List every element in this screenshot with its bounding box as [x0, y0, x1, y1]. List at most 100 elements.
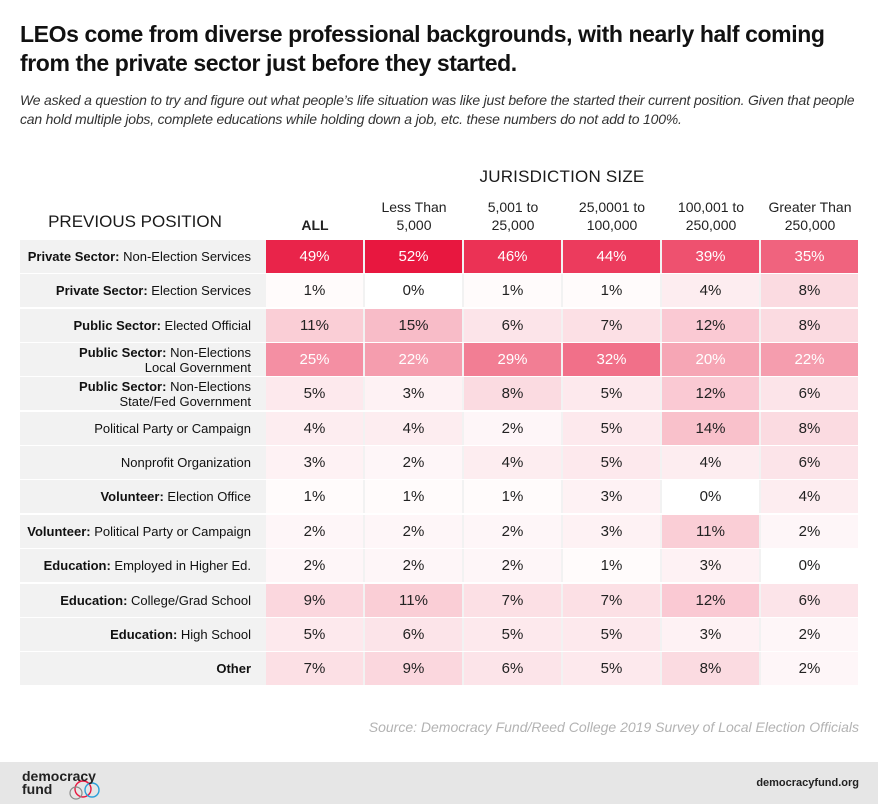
heatmap-cell: 6% — [761, 583, 858, 617]
logo-line-2: fund — [22, 781, 53, 797]
heatmap-cell: 2% — [761, 652, 858, 686]
heatmap-cell: 6% — [761, 446, 858, 480]
row-label: Education: Employed in Higher Ed. — [20, 549, 251, 582]
row-header: PREVIOUS POSITION — [48, 212, 222, 231]
heatmap-cell: 6% — [464, 308, 561, 342]
heatmap-cell: 1% — [464, 274, 561, 308]
row-subcategory: High School — [177, 626, 251, 642]
row-label: Political Party or Campaign — [20, 412, 251, 445]
heatmap-cell: 32% — [563, 343, 660, 377]
heatmap-cell: 4% — [761, 480, 858, 514]
heatmap-cell: 11% — [365, 583, 462, 617]
row-subcategory: Political Party or Campaign — [94, 420, 251, 436]
heatmap-cell: 4% — [266, 411, 363, 445]
row-subcategory: Elected Official — [160, 317, 251, 333]
heatmap-cell: 5% — [563, 377, 660, 411]
heatmap-cell: 9% — [266, 583, 363, 617]
row-category: Education: — [43, 558, 111, 574]
row-label: Education: College/Grad School — [20, 584, 251, 617]
heatmap-cell: 3% — [266, 446, 363, 480]
row-subcategory: Non-Elections Local Government — [144, 344, 251, 375]
heatmap-cell: 2% — [464, 514, 561, 548]
source-note: Source: Democracy Fund/Reed College 2019… — [368, 719, 859, 735]
heatmap-cell: 44% — [563, 240, 660, 273]
footer-site-link[interactable]: democracyfund.org — [756, 777, 859, 789]
heatmap-cell: 49% — [266, 240, 363, 273]
heatmap-cell: 4% — [365, 411, 462, 445]
row-category: Public Sector: — [79, 378, 167, 394]
row-label: Other — [20, 652, 251, 685]
heatmap-cell: 1% — [365, 480, 462, 514]
heatmap-cell: 5% — [563, 617, 660, 651]
row-subcategory: Employed in Higher Ed. — [110, 558, 251, 574]
column-header: Less Than 5,000 — [381, 199, 447, 233]
heatmap-cell: 15% — [365, 308, 462, 342]
heatmap-cell: 8% — [761, 411, 858, 445]
heatmap-cell: 22% — [761, 343, 858, 377]
heatmap-cell: 35% — [761, 240, 858, 273]
row-category: Public Sector: — [79, 344, 167, 360]
heatmap-cell: 29% — [464, 343, 561, 377]
row-subcategory: Other — [216, 661, 251, 677]
heatmap-cell: 1% — [563, 549, 660, 583]
heatmap-cell: 3% — [662, 617, 759, 651]
heatmap-cell: 1% — [266, 274, 363, 308]
heatmap-cell: 11% — [662, 514, 759, 548]
heatmap-cell: 0% — [761, 549, 858, 583]
heatmap-cell: 2% — [266, 549, 363, 583]
democracy-fund-logo — [22, 768, 132, 800]
row-subcategory: Nonprofit Organization — [120, 455, 251, 471]
heatmap-cell: 12% — [662, 377, 759, 411]
heatmap-cell: 12% — [662, 583, 759, 617]
row-category: Public Sector: — [73, 317, 161, 333]
heatmap-cell: 3% — [563, 480, 660, 514]
heatmap-cell: 8% — [662, 652, 759, 686]
heatmap-cell: 8% — [464, 377, 561, 411]
heatmap-cell: 5% — [563, 652, 660, 686]
column-header: 100,001 to 250,000 — [677, 199, 745, 233]
row-subcategory: Non-Election Services — [119, 249, 251, 264]
heatmap-cell: 39% — [662, 240, 759, 273]
heatmap-cell: 6% — [761, 377, 858, 411]
heatmap-cell: 5% — [563, 446, 660, 480]
heatmap-cell: 8% — [761, 308, 858, 342]
heatmap-cell: 2% — [365, 514, 462, 548]
heatmap-cell: 8% — [761, 274, 858, 308]
row-label: Volunteer: Election Office — [20, 480, 251, 513]
heatmap-cell: 0% — [365, 274, 462, 308]
row-category: Volunteer: — [27, 523, 91, 539]
heatmap-cell: 20% — [662, 343, 759, 377]
row-subcategory: Election Office — [163, 489, 251, 505]
row-label: Private Sector: Non-Election Services — [20, 240, 251, 273]
heatmap-cell: 6% — [464, 652, 561, 686]
heatmap-cell: 0% — [662, 480, 759, 514]
row-category: Private Sector: — [55, 283, 148, 299]
row-label: Private Sector: Election Services — [20, 274, 251, 307]
heatmap-cell: 22% — [365, 343, 462, 377]
heatmap-cell: 5% — [464, 617, 561, 651]
logo-wordmark: democracy fund — [22, 769, 96, 797]
heatmap-cell: 4% — [464, 446, 561, 480]
heatmap-cell: 7% — [563, 308, 660, 342]
heatmap-cell: 14% — [662, 411, 759, 445]
heatmap-cell: 1% — [464, 480, 561, 514]
heatmap-cell: 7% — [464, 583, 561, 617]
column-header: 25,0001 to 100,000 — [578, 199, 646, 233]
row-label: Nonprofit Organization — [20, 446, 251, 479]
heatmap-cell: 2% — [266, 514, 363, 548]
heatmap-cell: 52% — [365, 240, 462, 273]
heatmap-cell: 7% — [563, 583, 660, 617]
heatmap-cell: 5% — [266, 377, 363, 411]
heatmap-cell: 3% — [563, 514, 660, 548]
row-label: Public Sector: Elected Official — [20, 309, 251, 342]
heatmap-cell: 2% — [365, 446, 462, 480]
heatmap-cell: 12% — [662, 308, 759, 342]
heatmap-cell: 2% — [464, 411, 561, 445]
heatmap-cell: 9% — [365, 652, 462, 686]
column-header: ALL — [301, 217, 329, 233]
heatmap-cell: 6% — [365, 617, 462, 651]
heatmap-cell: 1% — [563, 274, 660, 308]
row-subcategory: Election Services — [147, 283, 251, 299]
row-category: Volunteer: — [100, 489, 164, 505]
heatmap-cell: 46% — [464, 240, 561, 273]
